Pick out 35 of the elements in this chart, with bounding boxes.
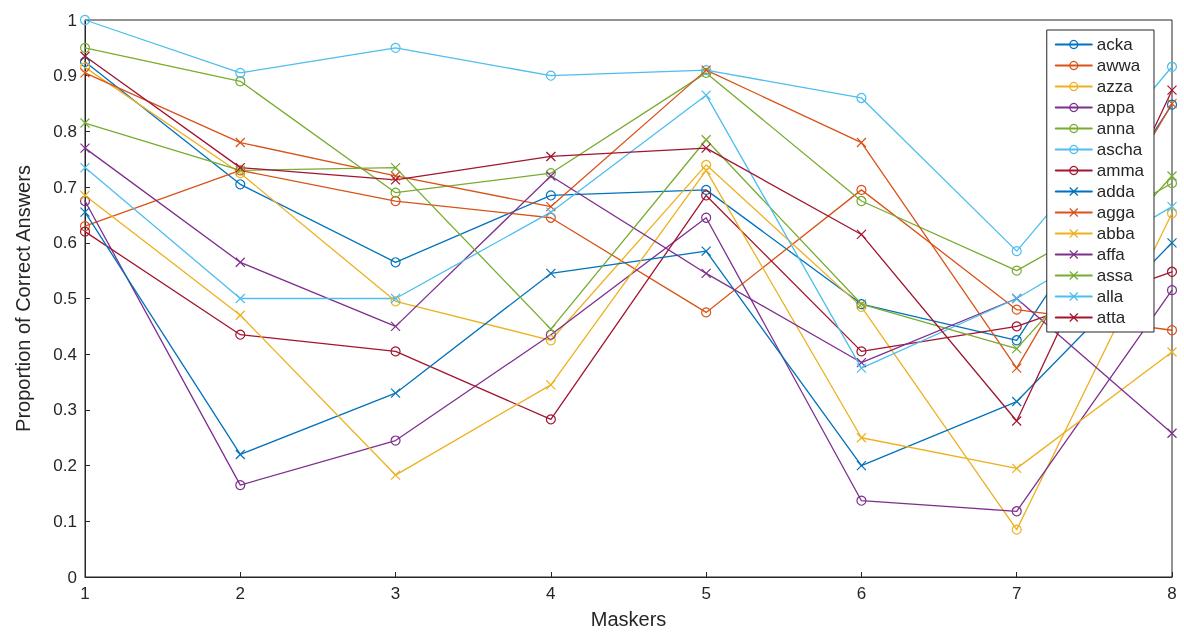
legend-label: azza <box>1096 77 1134 96</box>
legend-label: assa <box>1096 266 1134 285</box>
legend-label: affa <box>1096 245 1126 264</box>
x-tick-label: 3 <box>390 584 401 603</box>
legend-label: alla <box>1096 287 1124 306</box>
x-tick-label: 1 <box>80 584 90 603</box>
x-tick-label: 2 <box>235 584 246 603</box>
x-tick-label: 8 <box>1167 584 1177 603</box>
legend-label: acka <box>1096 35 1134 54</box>
x-tick-label: 6 <box>856 584 867 603</box>
legend-label: atta <box>1096 308 1126 327</box>
y-tick-label: 0.3 <box>53 400 77 420</box>
y-tick-label: 0.2 <box>53 456 77 476</box>
x-tick-label: 4 <box>546 584 556 603</box>
y-tick-label: 0.5 <box>53 289 77 308</box>
legend-label: anna <box>1096 119 1136 138</box>
legend-label: awwa <box>1096 56 1141 75</box>
legend-label: amma <box>1096 161 1145 180</box>
y-tick-label: 0.1 <box>53 511 77 531</box>
y-tick-label: 0.9 <box>53 66 77 86</box>
legend-label: agga <box>1096 203 1136 222</box>
y-tick-label: 1 <box>67 10 77 30</box>
y-tick-label: 0.4 <box>53 344 77 364</box>
y-tick-label: 0.7 <box>53 177 77 197</box>
y-tick-label: 0 <box>67 567 77 587</box>
legend-label: ascha <box>1096 140 1143 159</box>
y-tick-label: 0.6 <box>53 233 77 253</box>
legend-label: adda <box>1096 182 1136 201</box>
y-axis-title: Proportion of Correct Answers <box>12 165 34 432</box>
x-tick-label: 7 <box>1011 584 1022 603</box>
x-axis-title: Maskers <box>590 608 667 630</box>
legend-label: abba <box>1096 224 1136 243</box>
y-tick-label: 0.8 <box>53 121 77 141</box>
x-tick-label: 5 <box>701 584 711 603</box>
legend-label: appa <box>1096 98 1136 117</box>
